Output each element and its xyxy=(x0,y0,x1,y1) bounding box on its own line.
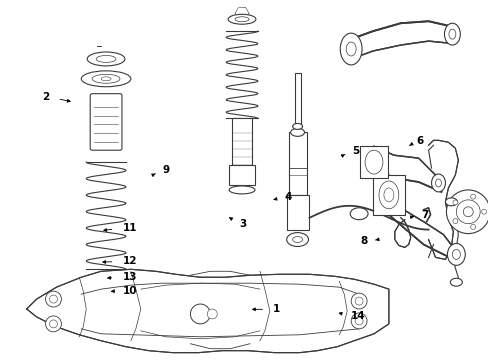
Ellipse shape xyxy=(81,71,131,87)
Circle shape xyxy=(453,200,458,205)
Ellipse shape xyxy=(291,129,305,136)
Polygon shape xyxy=(389,175,458,261)
Bar xyxy=(232,118,252,165)
Circle shape xyxy=(464,207,473,217)
Ellipse shape xyxy=(365,150,383,174)
Circle shape xyxy=(471,194,476,199)
Circle shape xyxy=(482,209,487,214)
Ellipse shape xyxy=(293,123,302,129)
Text: 3: 3 xyxy=(239,219,246,229)
Circle shape xyxy=(355,297,363,305)
Bar xyxy=(360,146,388,178)
Bar xyxy=(289,132,307,195)
Text: 2: 2 xyxy=(42,92,49,102)
Circle shape xyxy=(49,295,57,303)
Text: 11: 11 xyxy=(122,223,137,233)
Ellipse shape xyxy=(287,233,309,247)
Circle shape xyxy=(49,320,57,328)
Text: 5: 5 xyxy=(352,146,359,156)
Bar xyxy=(287,195,309,230)
Circle shape xyxy=(351,313,367,329)
Circle shape xyxy=(46,316,61,332)
Ellipse shape xyxy=(450,278,462,286)
Ellipse shape xyxy=(447,243,465,265)
Ellipse shape xyxy=(452,249,460,260)
Circle shape xyxy=(446,190,490,234)
Ellipse shape xyxy=(87,52,125,66)
Circle shape xyxy=(207,309,217,319)
Ellipse shape xyxy=(101,77,111,81)
Text: 14: 14 xyxy=(351,311,366,321)
Polygon shape xyxy=(429,140,458,260)
Polygon shape xyxy=(351,21,450,59)
Circle shape xyxy=(471,224,476,229)
Ellipse shape xyxy=(340,33,362,65)
Ellipse shape xyxy=(384,188,394,202)
Text: 9: 9 xyxy=(162,165,170,175)
Ellipse shape xyxy=(445,198,457,206)
Text: 4: 4 xyxy=(285,192,292,202)
Circle shape xyxy=(456,200,480,224)
Ellipse shape xyxy=(379,181,399,209)
Text: 1: 1 xyxy=(273,304,280,314)
Text: 8: 8 xyxy=(360,237,368,247)
Ellipse shape xyxy=(229,186,255,194)
Ellipse shape xyxy=(444,23,460,45)
Polygon shape xyxy=(395,218,411,247)
Ellipse shape xyxy=(350,208,368,220)
Circle shape xyxy=(453,219,458,224)
FancyBboxPatch shape xyxy=(90,94,122,150)
Bar xyxy=(373,175,405,215)
Ellipse shape xyxy=(92,74,120,83)
Circle shape xyxy=(191,304,210,324)
Ellipse shape xyxy=(96,55,116,62)
Bar xyxy=(294,73,300,132)
Ellipse shape xyxy=(432,174,445,192)
Polygon shape xyxy=(26,269,389,353)
Ellipse shape xyxy=(228,14,256,24)
Circle shape xyxy=(46,291,61,307)
Ellipse shape xyxy=(293,237,302,243)
Bar xyxy=(229,165,255,185)
Ellipse shape xyxy=(436,179,441,187)
Ellipse shape xyxy=(449,29,456,39)
Circle shape xyxy=(351,293,367,309)
Ellipse shape xyxy=(235,17,249,22)
Polygon shape xyxy=(374,146,441,192)
Text: 7: 7 xyxy=(421,210,428,220)
Ellipse shape xyxy=(346,42,356,56)
Circle shape xyxy=(355,317,363,325)
Text: 6: 6 xyxy=(416,136,423,147)
Text: 12: 12 xyxy=(122,256,137,266)
Text: 13: 13 xyxy=(122,272,137,282)
Text: 10: 10 xyxy=(122,286,137,296)
